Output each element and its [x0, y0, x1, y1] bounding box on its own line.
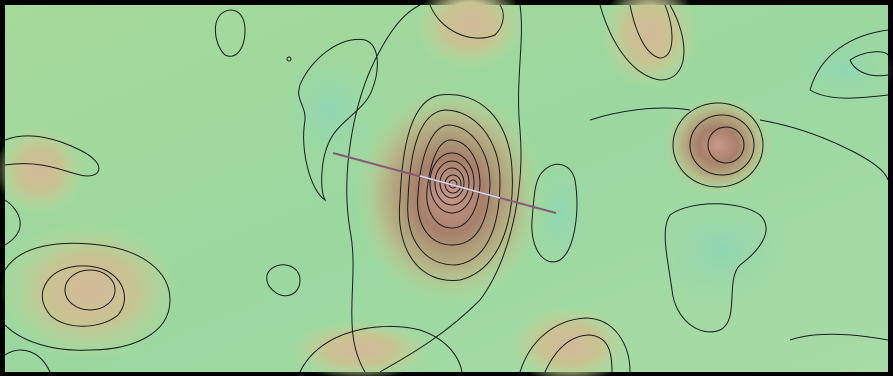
profile-line-highlight	[419, 175, 501, 199]
contour-lines	[4, 4, 889, 373]
